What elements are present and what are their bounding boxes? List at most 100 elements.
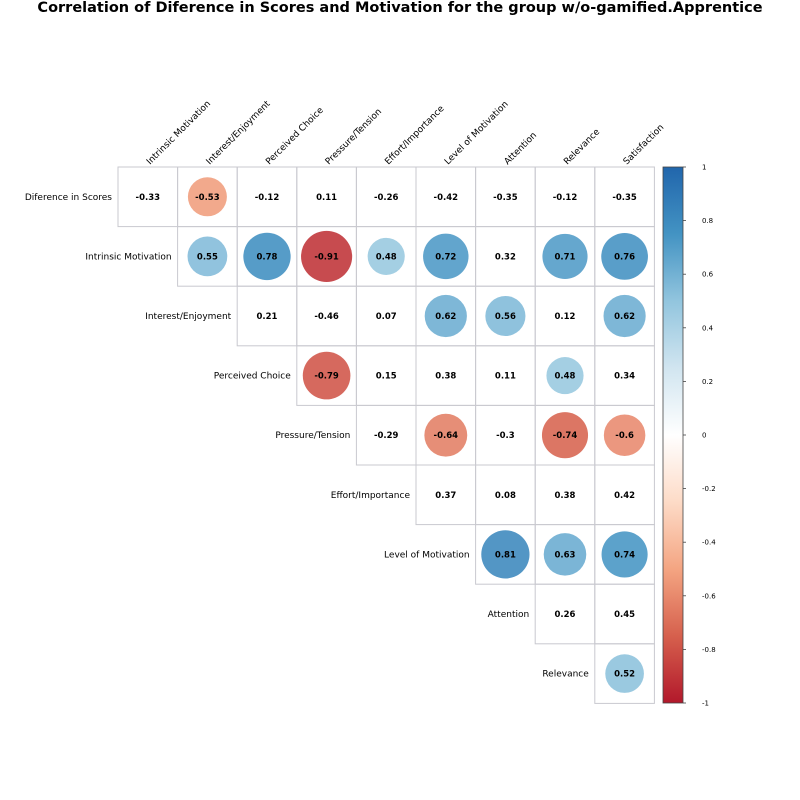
column-label: Perceived Choice bbox=[264, 105, 326, 167]
cell-value-label: -0.3 bbox=[496, 431, 515, 441]
cell-value-label: -0.42 bbox=[434, 193, 459, 203]
column-label: Interest/Enjoyment bbox=[205, 99, 273, 167]
cell-value-label: 0.34 bbox=[614, 372, 635, 382]
cell-value-label: 0.72 bbox=[435, 252, 456, 262]
cell-value-label: 0.62 bbox=[435, 312, 456, 322]
colorbar-tick-label: 1 bbox=[702, 164, 706, 172]
row-label: Level of Motivation bbox=[384, 550, 470, 560]
colorbar-tick-label: -0.2 bbox=[702, 485, 716, 493]
colorbar-tick-label: 0.4 bbox=[702, 324, 714, 332]
correlation-circle bbox=[367, 237, 405, 275]
column-label: Effort/Importance bbox=[383, 104, 446, 167]
column-labels: Intrinsic MotivationInterest/EnjoymentPe… bbox=[145, 99, 666, 167]
correlation-circle bbox=[423, 233, 469, 280]
column-label: Pressure/Tension bbox=[324, 107, 384, 167]
circle-layer bbox=[187, 177, 648, 693]
correlation-circle bbox=[187, 236, 228, 277]
correlation-circle bbox=[481, 530, 530, 579]
correlation-circle bbox=[541, 412, 589, 459]
row-label: Diference in Scores bbox=[25, 193, 112, 203]
column-label: Level of Motivation bbox=[443, 100, 511, 168]
cell-value-label: -0.12 bbox=[553, 193, 578, 203]
colorbar-gradient bbox=[662, 166, 684, 704]
colorbar-tick-label: 0.6 bbox=[702, 271, 714, 279]
correlation-circle bbox=[543, 533, 587, 576]
correlation-circle bbox=[605, 654, 644, 693]
correlation-circle bbox=[603, 414, 646, 456]
column-label: Relevance bbox=[562, 127, 602, 167]
cell-value-label: -0.53 bbox=[195, 193, 220, 203]
cell-value-label: 0.52 bbox=[614, 670, 635, 680]
colorbar-tick-label: -1 bbox=[702, 700, 709, 708]
cell-value-label: -0.64 bbox=[434, 431, 459, 441]
cell-value-label: 0.32 bbox=[495, 252, 516, 262]
colorbar: 1 0.8 0.6 0.4 0.2 0 -0.2 -0.4 -0.6 -0.8 -1 bbox=[662, 164, 716, 708]
cell-value-label: 0.48 bbox=[376, 252, 397, 262]
row-labels: Diference in Scores Intrinsic Motivation I… bbox=[25, 193, 589, 680]
cell-value-label: -0.35 bbox=[612, 193, 637, 203]
cell-value-label: 0.55 bbox=[197, 252, 218, 262]
cell-value-label: 0.38 bbox=[435, 372, 456, 382]
cell-value-label: 0.62 bbox=[614, 312, 635, 322]
grid-cell bbox=[594, 643, 655, 704]
correlation-circle bbox=[187, 177, 227, 217]
cell-value-label: -0.12 bbox=[255, 193, 280, 203]
cell-value-label: 0.37 bbox=[435, 491, 456, 501]
correlation-circle bbox=[603, 294, 646, 338]
cell-value-label: 0.76 bbox=[614, 252, 635, 262]
value-layer: -0.33 -0.53 -0.12 0.11 -0.26 -0.42 -0.35 -0.12 -… bbox=[136, 193, 637, 680]
cell-value-label: 0.08 bbox=[495, 491, 516, 501]
cell-value-label: 0.71 bbox=[555, 252, 576, 262]
correlation-circle bbox=[485, 295, 526, 337]
cell-value-label: 0.15 bbox=[376, 372, 397, 382]
cell-value-label: 0.21 bbox=[257, 312, 278, 322]
colorbar-tick-label: -0.6 bbox=[702, 592, 716, 600]
row-label: Perceived Choice bbox=[214, 372, 292, 382]
cell-value-label: -0.46 bbox=[314, 312, 339, 322]
correlation-circle bbox=[301, 230, 353, 282]
correlation-circle bbox=[424, 294, 467, 338]
grid-layer bbox=[117, 166, 655, 704]
cell-value-label: -0.35 bbox=[493, 193, 518, 203]
row-label: Attention bbox=[488, 610, 530, 620]
cell-value-label: 0.48 bbox=[555, 372, 576, 382]
colorbar-tick-label: 0.2 bbox=[702, 378, 713, 386]
cell-value-label: 0.26 bbox=[555, 610, 576, 620]
row-label: Interest/Enjoyment bbox=[145, 312, 231, 322]
colorbar-tick-label: 0.8 bbox=[702, 217, 713, 225]
colorbar-tick-label: -0.8 bbox=[702, 646, 716, 654]
correlation-circle bbox=[302, 351, 351, 400]
correlation-circle bbox=[542, 233, 588, 279]
cell-value-label: 0.07 bbox=[376, 312, 397, 322]
cell-value-label: 0.38 bbox=[555, 491, 576, 501]
cell-value-label: -0.33 bbox=[136, 193, 161, 203]
correlation-circle bbox=[546, 357, 584, 395]
cell-value-label: 0.11 bbox=[316, 193, 337, 203]
cell-value-label: 0.78 bbox=[257, 252, 278, 262]
chart-title: Correlation of Diference in Scores and M… bbox=[37, 0, 763, 16]
cell-value-label: 0.45 bbox=[614, 610, 635, 620]
correlation-circle bbox=[601, 531, 648, 578]
correlation-circle bbox=[601, 233, 648, 280]
correlation-circle bbox=[424, 413, 468, 457]
cell-value-label: 0.11 bbox=[495, 372, 516, 382]
cell-value-label: 0.12 bbox=[555, 312, 576, 322]
cell-value-label: 0.56 bbox=[495, 312, 516, 322]
cell-value-label: -0.74 bbox=[553, 431, 578, 441]
row-label: Relevance bbox=[542, 670, 589, 680]
cell-value-label: 0.63 bbox=[555, 550, 576, 560]
cell-value-label: -0.26 bbox=[374, 193, 399, 203]
row-label: Intrinsic Motivation bbox=[85, 252, 171, 262]
cell-value-label: -0.91 bbox=[314, 252, 339, 262]
correlation-circle bbox=[243, 232, 291, 281]
colorbar-tick-label: -0.4 bbox=[702, 539, 716, 547]
column-label: Intrinsic Motivation bbox=[145, 99, 213, 167]
row-label: Effort/Importance bbox=[331, 491, 411, 501]
cell-value-label: 0.81 bbox=[495, 550, 516, 560]
cell-value-label: -0.6 bbox=[615, 431, 634, 441]
cell-value-label: -0.79 bbox=[314, 372, 339, 382]
row-label: Pressure/Tension bbox=[275, 431, 350, 441]
column-label: Satisfaction bbox=[622, 123, 666, 167]
cell-value-label: 0.74 bbox=[614, 550, 635, 560]
